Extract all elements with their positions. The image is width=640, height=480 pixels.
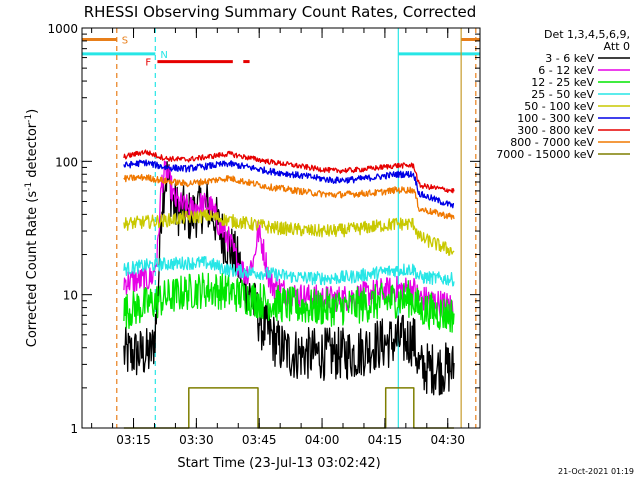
- series-line-6: [123, 149, 455, 194]
- legend-header-detectors: Det 1,3,4,5,6,9,: [544, 28, 630, 41]
- series-line-3: [123, 256, 455, 287]
- series-line-2: [123, 272, 455, 333]
- footer-timestamp: 21-Oct-2021 01:19: [558, 467, 634, 476]
- y-tick-label: 1: [70, 422, 78, 436]
- x-tick-label: 03:45: [242, 433, 277, 447]
- x-tick-label: 03:30: [179, 433, 214, 447]
- legend-label-4: 50 - 100 keV: [524, 100, 594, 113]
- y-axis-label-part2: detector: [25, 122, 40, 182]
- y-axis-label-sup2: -1: [24, 114, 34, 123]
- x-tick-label: 04:15: [368, 433, 403, 447]
- flag-label-s: S: [122, 35, 128, 46]
- tick-labels: 1 10 100 1000 03:15 03:30 03:45 04:00 04:15 04:30: [47, 22, 465, 447]
- x-tick-label: 03:15: [116, 433, 151, 447]
- y-axis-label-part1: Corrected Count Rate (s: [25, 191, 40, 348]
- series-line-8: [123, 387, 454, 429]
- y-axis-label-sup1: -1: [24, 182, 34, 191]
- flag-bars: S NF: [82, 35, 480, 69]
- y-axis-label-part3: ): [25, 109, 40, 114]
- flag-label-n: N: [160, 50, 167, 61]
- legend-label-5: 100 - 300 keV: [517, 112, 594, 125]
- legend-label-1: 6 - 12 keV: [538, 64, 594, 77]
- legend-label-0: 3 - 6 keV: [545, 52, 594, 65]
- y-tick-label: 100: [55, 155, 78, 169]
- y-tick-label: 10: [63, 289, 78, 303]
- y-axis-label: Corrected Count Rate (s-1 detector-1): [24, 109, 40, 347]
- y-tick-label: 1000: [47, 22, 78, 36]
- legend-label-2: 12 - 25 keV: [531, 76, 594, 89]
- chart-title: RHESSI Observing Summary Count Rates, Co…: [84, 3, 477, 21]
- legend-header-attenuator: Att 0: [604, 40, 630, 53]
- x-axis-label: Start Time (23-Jul-13 03:02:42): [177, 456, 380, 471]
- plot-frame: [81, 27, 481, 429]
- legend-label-7: 800 - 7000 keV: [510, 136, 594, 149]
- x-tick-label: 04:30: [430, 433, 465, 447]
- legend-label-3: 25 - 50 keV: [531, 88, 594, 101]
- legend-label-6: 300 - 800 keV: [517, 124, 594, 137]
- series-line-7: [123, 173, 455, 220]
- axes: [81, 27, 481, 429]
- series-line-4: [123, 209, 455, 256]
- vertical-markers: [116, 28, 477, 428]
- series-line-5: [123, 159, 455, 209]
- flag-label-f: F: [145, 58, 151, 69]
- series-lines: [123, 149, 455, 429]
- series-line-0: [123, 161, 455, 396]
- legend-label-8: 7000 - 15000 keV: [496, 148, 594, 161]
- x-tick-label: 04:00: [305, 433, 340, 447]
